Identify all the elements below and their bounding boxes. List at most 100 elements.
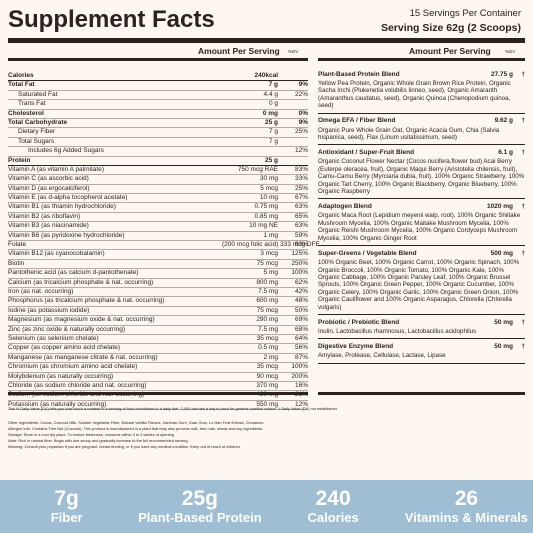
nutrient-row: Vitamin B1 (as thiamin hydrochloride) 0.7… xyxy=(8,203,308,213)
nutrient-name: Vitamin B12 (as cyanocobalamin) xyxy=(8,250,105,258)
nutrient-amount: 7.5 mg xyxy=(258,325,278,333)
dagger-symbol: † xyxy=(521,117,525,125)
nutrient-row: Vitamin B3 (as niacinamide) 10 mg NE 63% xyxy=(8,222,308,232)
blend-header: Digestive Enzyme Blend 50 mg † xyxy=(318,342,525,352)
nutrient-name: Protein xyxy=(8,156,31,164)
nutrient-row: Selenium (as selenium chelate) 35 mcg 64% xyxy=(8,334,308,345)
nutrient-name: Calcium (as tricalcium phosphate & nat. … xyxy=(8,278,154,286)
nutrient-dv: 200% xyxy=(291,372,308,380)
nutrient-name: Molybdenum (as naturally occurring) xyxy=(8,372,114,380)
nutrient-amount: 600 mg xyxy=(256,297,278,305)
blend-name: Digestive Enzyme Blend xyxy=(318,343,394,351)
nutrient-amount: 1 mg xyxy=(263,231,278,239)
nutrient-row: Iodine (as potassium iodide) 75 mcg 50% xyxy=(8,306,308,317)
blend-name: Probiotic / Prebiotic Blend xyxy=(318,318,400,326)
dagger-symbol: † xyxy=(521,203,525,211)
nutrient-dv: 63% xyxy=(294,222,308,230)
blend-amount: 50 mg xyxy=(494,343,513,351)
page-title: Supplement Facts xyxy=(8,6,215,33)
blend-header: Plant-Based Protein Blend 27.75 g † xyxy=(318,70,525,80)
nutrient-name: Trans Fat xyxy=(18,100,46,108)
stat-protein: 25g Plant-Based Protein xyxy=(133,480,266,533)
nutrient-dv: 68% xyxy=(294,325,308,333)
stat-label: Vitamins & Minerals xyxy=(404,509,529,525)
nutrient-name: Vitamin B6 (as pyridoxine hydrochloride) xyxy=(8,231,125,239)
nutrient-name: Iodine (as potassium iodide) xyxy=(8,306,90,314)
nutrient-dv: 48% xyxy=(294,297,308,305)
nutrient-name: Magnesium (as magnesium oxide & nat. occ… xyxy=(8,316,155,324)
blend-ingredients: Organic Coconut Flower Nectar (Cocos nuc… xyxy=(318,158,525,196)
dv-note: The % Daily Value (DV) tells you how muc… xyxy=(8,406,338,411)
blend-item: Omega EFA / Fiber Blend 9.62 g † Organic Pu… xyxy=(318,117,525,146)
nutrient-row: Dietary Fiber 7 g 25% xyxy=(8,128,308,138)
nutrient-amount: 550 mg xyxy=(256,400,278,408)
nutrient-name: Iron (as nat. occurring) xyxy=(8,287,74,295)
blend-item: Super-Greens / Vegetable Blend 500 mg † 100… xyxy=(318,249,525,315)
nutrient-name: Vitamin B3 (as niacinamide) xyxy=(8,222,89,230)
nutrient-amount: 5 mcg xyxy=(260,184,278,192)
blend-header: Super-Greens / Vegetable Blend 500 mg † xyxy=(318,249,525,259)
nutrient-row: Total Carbohydrate 25 g 9% xyxy=(8,118,308,129)
nutrient-row: Vitamin B12 (as cyanocobalamin) 3 mcg 125% xyxy=(8,250,308,260)
blend-item: Antioxidant / Super-Fruit Blend 6.1 g † Org… xyxy=(318,148,525,200)
allergen-info: Allergen Info: Contains Tree Nut (Coconu… xyxy=(8,426,264,432)
nutrient-row: Vitamin D (as ergocalciferol) 5 mcg 25% xyxy=(8,184,308,195)
nutrient-dv: 50% xyxy=(294,306,308,314)
nutrient-dv: 83% xyxy=(294,241,308,249)
nutrient-row: Vitamin E (as d-alpha tocopherol acetate… xyxy=(8,194,308,204)
nutrient-dv: 16% xyxy=(294,381,308,389)
stat-label: Calories xyxy=(307,509,359,525)
nutrient-amount: 290 mg xyxy=(256,316,278,324)
nutrient-dv: 100% xyxy=(291,363,308,371)
nutrient-amount: 7 g xyxy=(268,128,278,136)
nutrient-dv: 33% xyxy=(294,175,308,183)
blend-ingredients: Organic Maca Root (Lepidium meyenii walp… xyxy=(318,212,521,242)
nutrient-amount: 35 mcg xyxy=(256,363,278,371)
nutrient-dv: 42% xyxy=(294,287,308,295)
nutrient-name: Pantothenic acid (as calcium d-pantothen… xyxy=(8,269,139,277)
nutrient-name: Total Fat xyxy=(8,81,35,89)
nutrient-amount: (200 mcg folic acid) 333 mcg DFE xyxy=(222,241,320,249)
nutrient-amount: 75 mcg xyxy=(256,259,278,267)
nutrient-dv: 87% xyxy=(294,353,308,361)
nutrient-row: Iron (as nat. occurring) 7.5 mg 42% xyxy=(8,287,308,298)
nutrient-amount: 10 mg NE xyxy=(249,222,278,230)
nutrient-dv: 0% xyxy=(298,109,308,117)
nutrient-name: Copper (as copper amino acid chelate) xyxy=(8,344,121,352)
nutrient-row: Includes 6g Added Sugars 12% xyxy=(8,147,308,157)
nutrient-amount: 0 mg xyxy=(262,109,278,117)
nutrient-dv: 56% xyxy=(294,344,308,352)
nutrient-dv: 25% xyxy=(294,184,308,192)
nutrient-dv: 22% xyxy=(294,90,308,98)
blend-ingredients: 100% Organic Beet, 100% Organic Carrot, … xyxy=(318,259,520,311)
nutrient-name: Total Carbohydrate xyxy=(8,118,68,126)
nutrient-row: Calories 240kcal xyxy=(8,72,308,82)
blend-amount: 50 mg xyxy=(494,318,513,326)
stat-fiber: 7g Fiber xyxy=(0,480,133,533)
nutrient-amount: 25 g xyxy=(264,156,278,164)
nutrient-dv: 12% xyxy=(294,400,308,408)
stat-value: 26 xyxy=(454,486,479,510)
nutrient-name: Vitamin B1 (as thiamin hydrochloride) xyxy=(8,203,116,211)
stat-value: 240 xyxy=(315,486,351,510)
nutrient-dv: 59% xyxy=(294,231,308,239)
nutrient-row: Zinc (as zinc oxide & naturally occurrin… xyxy=(8,326,308,335)
nutrient-row: Potassium (as naturally occurring) 550 mg… xyxy=(8,400,308,411)
warning-info: Warning: Consult your physician if you a… xyxy=(8,444,241,450)
nutrient-amount: 370 mg xyxy=(256,381,278,389)
nutrient-name: Selenium (as selenium chelate) xyxy=(8,334,99,342)
blend-name: Omega EFA / Fiber Blend xyxy=(318,117,396,125)
nutrient-amount: 35 mcg xyxy=(256,334,278,342)
nutrient-name: Vitamin D (as ergocalciferol) xyxy=(8,184,90,192)
blend-item: Probiotic / Prebiotic Blend 50 mg † Inulin,… xyxy=(318,318,525,340)
nutrient-amount: 5 mg xyxy=(263,269,278,277)
nutrient-row: Biotin 75 mcg 250% xyxy=(8,259,308,270)
nutrient-dv: 64% xyxy=(294,334,308,342)
left-amount-header: Amount Per Serving xyxy=(198,46,280,56)
storage-info: Storage: Store in a cool dry place. To e… xyxy=(8,432,175,438)
blend-header: Adaptogen Blend 1020 mg † xyxy=(318,202,525,212)
servings-per-container: 15 Servings Per Container xyxy=(409,8,521,19)
nutrient-amount: 240kcal xyxy=(254,72,279,79)
stat-calories: 240 Calories xyxy=(267,480,400,533)
nutrient-name: Phosphorus (as tricalcium phosphate & na… xyxy=(8,297,165,305)
